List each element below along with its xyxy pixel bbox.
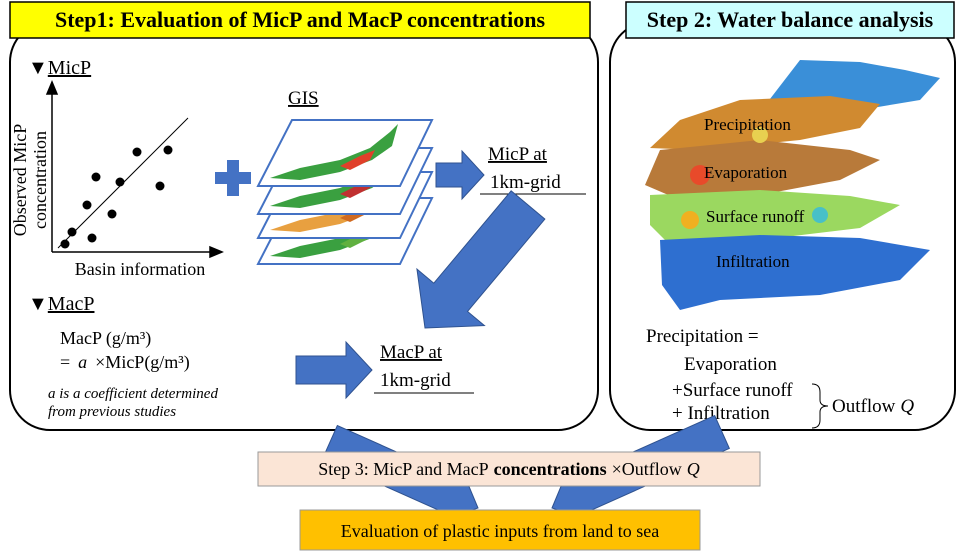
heading: MicP xyxy=(48,57,91,79)
part: ×Outflow xyxy=(612,459,682,479)
gis-layer xyxy=(256,119,434,187)
final-text: Evaluation of plastic inputs from land t… xyxy=(341,521,659,541)
y-axis-label: concentration xyxy=(30,131,50,229)
arrow xyxy=(295,340,373,400)
part: Step 3: MicP and MacP xyxy=(318,459,488,479)
macp-result: MacP at xyxy=(380,342,443,363)
marker: ▼ xyxy=(28,293,48,315)
step2-title: Step 2: Water balance analysis xyxy=(647,7,934,32)
scatter-illustration xyxy=(45,80,224,259)
arrow xyxy=(435,149,485,201)
step3-box xyxy=(257,451,761,487)
gis-label: GIS xyxy=(288,88,319,109)
equation: + Infiltration xyxy=(672,403,770,424)
brace xyxy=(811,383,829,429)
formula: MacP (g/m³) xyxy=(60,328,151,349)
map-label: Evaporation xyxy=(704,163,788,182)
marker: ▼ xyxy=(28,57,48,79)
coefficient: a xyxy=(78,352,87,372)
macp-result: 1km-grid xyxy=(380,370,451,391)
micp-result: MicP at xyxy=(488,144,548,165)
note: a is a coefficient determined xyxy=(48,386,218,402)
symbol: Q xyxy=(900,396,914,417)
equation: Evaporation xyxy=(684,354,777,375)
equation: Precipitation = xyxy=(646,326,759,347)
word: Outflow xyxy=(832,396,896,417)
step1-title: Step1: Evaluation of MicP and MacP conce… xyxy=(55,7,546,32)
water-balance-map xyxy=(645,60,940,310)
map-label: Precipitation xyxy=(704,115,791,134)
heading: MacP xyxy=(48,293,95,315)
micp-result: 1km-grid xyxy=(490,172,561,193)
outflow: Outflow Q xyxy=(832,396,914,417)
formula: = a ×MicP(g/m³) xyxy=(60,352,190,373)
final-box xyxy=(299,509,701,551)
map-label: Infiltration xyxy=(716,252,790,271)
macp-heading: ▼MacP xyxy=(28,293,94,315)
note: from previous studies xyxy=(48,404,176,420)
step1-title-box xyxy=(9,1,591,39)
layer-map xyxy=(340,150,375,170)
step2-title-box xyxy=(625,1,955,39)
equation: +Surface runoff xyxy=(672,380,793,401)
micp-heading: ▼MicP xyxy=(28,57,91,79)
equals: = xyxy=(60,352,70,372)
plus-icon xyxy=(215,160,251,196)
x-axis-label: Basin information xyxy=(75,259,205,279)
arrow xyxy=(416,190,546,329)
part: concentrations xyxy=(494,459,607,479)
step3-text: Step 3: MicP and MacP concentrations ×Outf… xyxy=(318,459,699,479)
gis-layers xyxy=(256,119,434,265)
y-axis-label: Observed MicP xyxy=(10,124,30,236)
term: ×MicP(g/m³) xyxy=(95,352,190,373)
part: Q xyxy=(687,459,700,479)
map-label: Surface runoff xyxy=(706,207,805,226)
